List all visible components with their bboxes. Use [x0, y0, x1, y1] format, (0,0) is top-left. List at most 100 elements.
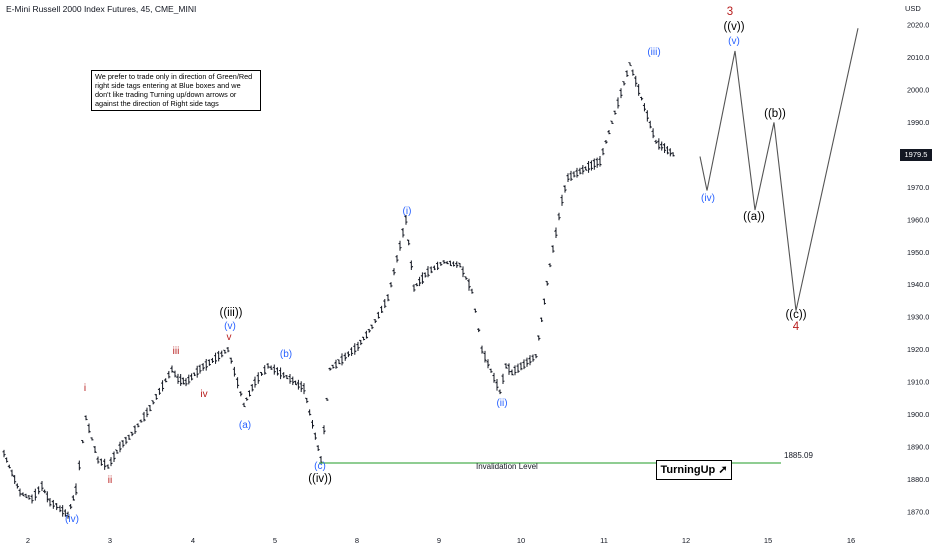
ohlc-bar	[586, 160, 591, 173]
ohlc-bar	[534, 353, 538, 359]
ohlc-bar	[293, 380, 298, 386]
ohlc-bar	[40, 481, 44, 491]
ohlc-bar	[522, 359, 526, 370]
ohlc-bar	[654, 139, 658, 144]
y-tick-label: 1910.0	[907, 378, 929, 387]
ohlc-bar	[470, 288, 474, 294]
ohlc-bar	[331, 364, 335, 369]
ohlc-bar	[127, 434, 131, 440]
wave-projection-line	[699, 28, 859, 311]
ohlc-bar	[272, 364, 276, 375]
ohlc-bar	[115, 449, 119, 454]
wave-label: ((b))	[764, 108, 786, 120]
ohlc-bar	[483, 350, 487, 363]
ohlc-bar	[176, 373, 180, 384]
currency-label: USD	[905, 4, 921, 13]
x-tick-label: 4	[191, 536, 195, 545]
ohlc-bar	[370, 324, 374, 330]
ohlc-bar	[124, 436, 128, 445]
ohlc-bar	[364, 330, 369, 339]
ohlc-bar	[671, 152, 675, 157]
ohlc-bar	[578, 167, 582, 175]
ohlc-bar	[458, 262, 462, 268]
y-tick-label: 1890.0	[907, 443, 929, 452]
ohlc-bar	[445, 261, 449, 265]
ohlc-bar	[154, 393, 158, 400]
y-tick-label: 1960.0	[907, 215, 929, 224]
ohlc-bar	[648, 120, 652, 129]
ohlc-bar	[554, 227, 558, 239]
ohlc-bar	[27, 495, 31, 500]
trading-note: We prefer to trade only in direction of …	[91, 70, 261, 111]
ohlc-bar	[610, 120, 614, 124]
ohlc-bar	[15, 483, 20, 489]
wave-label: 4	[793, 321, 800, 333]
wave-label: ii	[108, 475, 112, 486]
ohlc-bar	[118, 441, 122, 453]
y-tick-label: 2010.0	[907, 53, 929, 62]
ohlc-bar	[607, 130, 611, 135]
ohlc-bar	[525, 357, 529, 367]
ohlc-bar	[299, 381, 304, 393]
ohlc-bar	[349, 347, 354, 356]
ohlc-bar	[581, 165, 585, 175]
ohlc-bar	[296, 379, 300, 390]
ohlc-bar	[386, 294, 390, 302]
ohlc-bar	[184, 378, 188, 387]
ohlc-bar	[572, 171, 576, 178]
ohlc-bar	[480, 345, 484, 354]
ohlc-bar	[340, 353, 344, 366]
wave-label: ((a))	[743, 211, 765, 223]
ohlc-bar	[510, 369, 514, 376]
y-tick-label: 1990.0	[907, 118, 929, 127]
ohlc-bar	[417, 276, 422, 287]
ohlc-bar	[392, 268, 396, 276]
ohlc-bar	[645, 110, 650, 122]
wave-label: (iii)	[647, 47, 660, 58]
ohlc-bar	[10, 469, 14, 477]
ohlc-bar	[63, 509, 68, 517]
ohlc-bar	[253, 376, 257, 388]
x-tick-label: 15	[764, 536, 772, 545]
ohlc-bar	[657, 138, 661, 150]
ohlc-bar	[589, 160, 594, 171]
ohlc-bar	[346, 351, 351, 358]
ohlc-bar	[33, 488, 38, 501]
ohlc-bar	[226, 347, 230, 353]
invalidation-value: 1885.09	[784, 451, 813, 460]
ohlc-bar	[74, 483, 78, 496]
ohlc-bar	[269, 365, 273, 370]
ohlc-bar	[223, 349, 227, 354]
x-tick-label: 12	[682, 536, 690, 545]
ohlc-bar	[250, 384, 254, 392]
wave-label: (i)	[403, 206, 412, 217]
ohlc-bar	[24, 493, 28, 499]
wave-label: (iv)	[701, 193, 715, 204]
ohlc-bar	[112, 451, 116, 463]
ohlc-bar	[519, 362, 523, 371]
ohlc-bar	[625, 70, 629, 77]
ohlc-bar	[90, 437, 94, 441]
wave-label: (b)	[280, 349, 292, 360]
ohlc-bar	[145, 407, 149, 418]
ohlc-bar	[516, 363, 520, 373]
x-axis: 2 3 4 5 8 9 10 11 12 15 16	[26, 536, 855, 545]
ohlc-bar	[636, 84, 641, 96]
ohlc-bar	[139, 419, 143, 423]
ohlc-bar	[563, 185, 567, 193]
ohlc-bar	[30, 494, 34, 504]
ohlc-bar	[389, 282, 393, 288]
ohlc-bar	[604, 139, 608, 144]
ohlc-bar	[310, 420, 315, 429]
ohlc-bar	[106, 464, 110, 469]
ohlc-bar	[328, 367, 332, 371]
ohlc-bar	[181, 377, 186, 385]
y-tick-label: 1880.0	[907, 475, 929, 484]
turningup-logo[interactable]: TurningUp ➚	[656, 460, 732, 480]
ohlc-bar	[58, 505, 62, 513]
ohlc-bar	[148, 404, 152, 412]
ohlc-bar	[409, 260, 414, 270]
wave-label: iv	[200, 389, 207, 400]
y-tick-label: 1970.0	[907, 183, 929, 192]
ohlc-bar	[598, 156, 602, 167]
